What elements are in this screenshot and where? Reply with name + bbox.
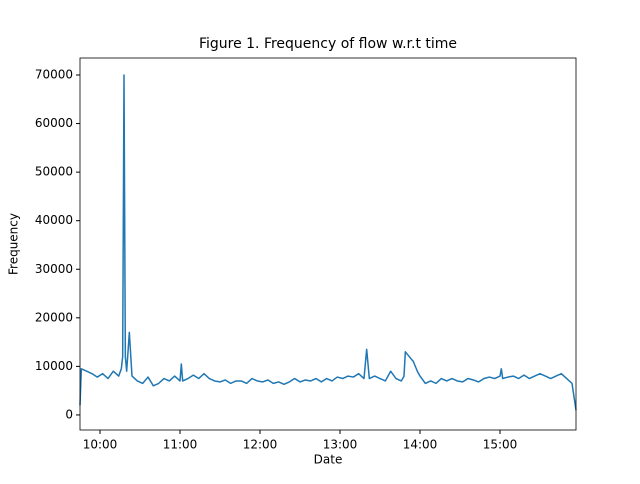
y-tick-label: 10000 <box>35 359 73 373</box>
y-tick-label: 50000 <box>35 165 73 179</box>
chart-title: Figure 1. Frequency of flow w.r.t time <box>199 36 457 52</box>
y-tick-label: 40000 <box>35 213 73 227</box>
y-tick-label: 60000 <box>35 116 73 130</box>
y-tick-label: 20000 <box>35 310 73 324</box>
plot-frame <box>79 57 577 431</box>
y-tick-label: 70000 <box>35 67 73 81</box>
x-axis-label: Date <box>314 453 343 467</box>
x-tick-label: 12:00 <box>243 438 278 452</box>
line <box>79 74 577 411</box>
y-tick-label: 0 <box>65 407 73 421</box>
y-tick-label: 30000 <box>35 262 73 276</box>
x-tick-label: 14:00 <box>403 438 438 452</box>
x-tick-label: 15:00 <box>483 438 518 452</box>
y-axis-label: Frequency <box>7 213 21 275</box>
x-tick-label: 11:00 <box>163 438 198 452</box>
x-tick-label: 13:00 <box>323 438 358 452</box>
x-tick-label: 10:00 <box>83 438 118 452</box>
